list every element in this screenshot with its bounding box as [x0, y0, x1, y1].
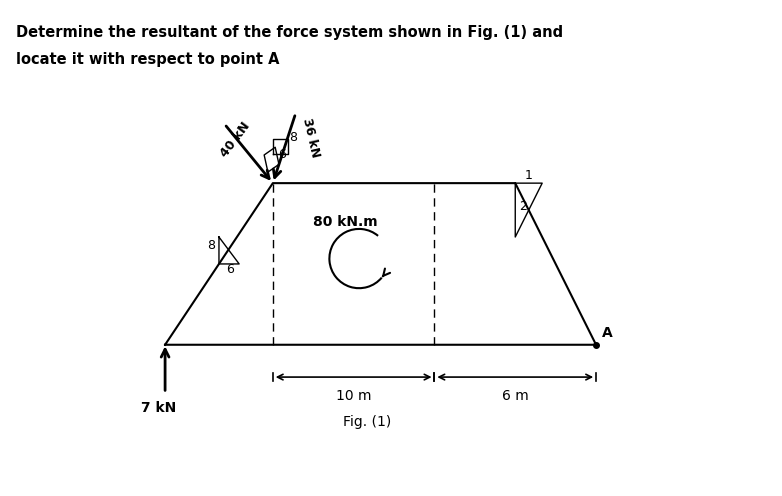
- Text: Fig. (1): Fig. (1): [343, 415, 391, 429]
- Text: Determine the resultant of the force system shown in Fig. (1) and: Determine the resultant of the force sys…: [16, 25, 563, 40]
- Text: 2: 2: [519, 200, 527, 213]
- Text: 8: 8: [289, 131, 297, 144]
- Text: 1: 1: [525, 169, 533, 182]
- Text: 7 kN: 7 kN: [141, 401, 176, 415]
- Text: A: A: [601, 326, 612, 340]
- Text: locate it with respect to point A: locate it with respect to point A: [16, 52, 279, 67]
- Text: 10 m: 10 m: [336, 389, 371, 403]
- Text: 6 m: 6 m: [502, 389, 529, 403]
- Text: 6: 6: [278, 147, 286, 161]
- Text: 36 kN: 36 kN: [300, 116, 321, 158]
- Text: 80 kN.m: 80 kN.m: [314, 215, 378, 229]
- Text: 6: 6: [226, 263, 234, 276]
- Text: 40 kN: 40 kN: [217, 120, 253, 160]
- Text: 8: 8: [207, 239, 215, 252]
